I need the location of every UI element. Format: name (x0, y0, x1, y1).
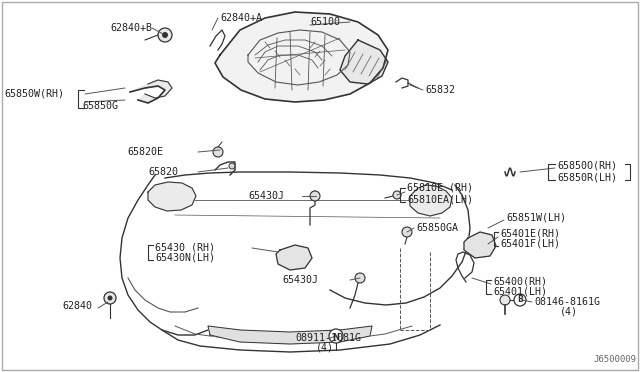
Text: 65430 (RH): 65430 (RH) (155, 242, 215, 252)
Text: J6500009: J6500009 (593, 355, 636, 364)
Text: 65850O(RH): 65850O(RH) (557, 161, 617, 171)
Circle shape (514, 294, 526, 306)
Circle shape (213, 147, 223, 157)
Text: 65401(LH): 65401(LH) (493, 287, 547, 297)
Text: 65850R(LH): 65850R(LH) (557, 172, 617, 182)
Circle shape (108, 295, 113, 301)
Text: 65401E(RH): 65401E(RH) (500, 229, 560, 239)
Polygon shape (464, 232, 496, 258)
Text: 65430J: 65430J (282, 275, 318, 285)
Text: 65100: 65100 (310, 17, 340, 27)
Polygon shape (276, 245, 312, 270)
Circle shape (229, 163, 235, 169)
Text: 65850GA: 65850GA (416, 223, 458, 233)
Circle shape (500, 295, 510, 305)
Text: 08911-1081G: 08911-1081G (295, 333, 361, 343)
Text: N: N (333, 333, 339, 341)
Circle shape (158, 28, 172, 42)
Circle shape (402, 227, 412, 237)
Polygon shape (148, 182, 196, 211)
Text: 65851W(LH): 65851W(LH) (506, 213, 566, 223)
Text: 65810E (RH): 65810E (RH) (407, 183, 473, 193)
Text: 08146-8161G: 08146-8161G (534, 297, 600, 307)
Text: 65832: 65832 (425, 85, 455, 95)
Circle shape (162, 32, 168, 38)
Polygon shape (410, 185, 452, 216)
Text: (4): (4) (316, 343, 334, 353)
Polygon shape (340, 40, 388, 84)
Text: 62840+A: 62840+A (220, 13, 262, 23)
Circle shape (104, 292, 116, 304)
Text: 65820: 65820 (148, 167, 178, 177)
Circle shape (355, 273, 365, 283)
Circle shape (310, 191, 320, 201)
Text: 65820E: 65820E (127, 147, 163, 157)
Text: 65850W(RH): 65850W(RH) (4, 89, 64, 99)
Polygon shape (130, 80, 172, 103)
Text: 62840: 62840 (62, 301, 92, 311)
Text: 65850G: 65850G (82, 101, 118, 111)
Text: (4): (4) (560, 307, 578, 317)
Polygon shape (215, 12, 388, 102)
Text: 65430N(LH): 65430N(LH) (155, 252, 215, 262)
Text: B: B (517, 295, 523, 305)
Text: 65401F(LH): 65401F(LH) (500, 239, 560, 249)
Circle shape (393, 191, 401, 199)
Circle shape (329, 329, 343, 343)
Text: 62840+B: 62840+B (110, 23, 152, 33)
Text: 65400(RH): 65400(RH) (493, 277, 547, 287)
Text: 65430J: 65430J (248, 191, 284, 201)
Text: 65810EA(LH): 65810EA(LH) (407, 194, 473, 204)
Polygon shape (208, 326, 372, 344)
